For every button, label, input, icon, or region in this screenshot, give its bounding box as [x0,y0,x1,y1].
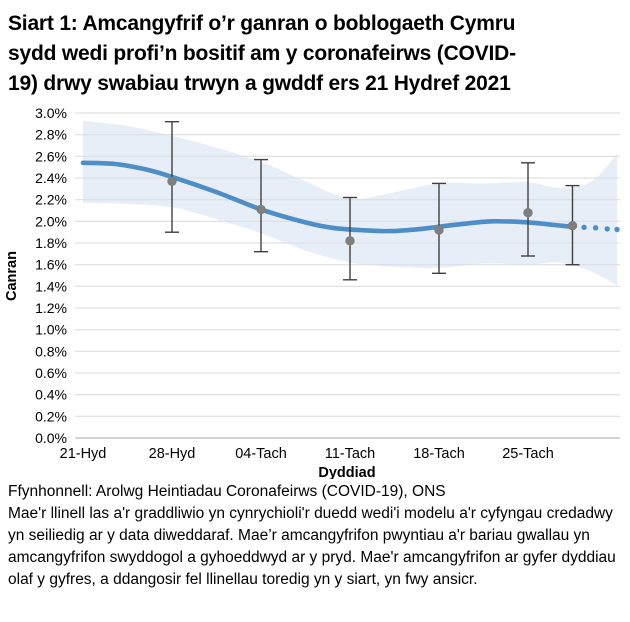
x-tick-label: 18-Tach [413,446,465,462]
y-tick-label: 1.0% [35,322,67,338]
footnote-text: Mae'r llinell las a'r graddliwio yn cynr… [8,505,616,588]
x-axis-title: Dyddiad [318,465,375,479]
data-point-errorbar [343,196,357,281]
y-tick-label: 0.2% [35,408,67,424]
y-tick-label: 3.0% [35,105,67,121]
data-point-errorbar [521,162,535,257]
data-point-errorbar [432,182,446,275]
dotted-segment-dot [592,225,599,231]
data-point-errorbar [165,121,179,233]
chart-title-line2: sydd wedi profi’n bositif am y coronafei… [8,42,516,65]
x-tick-label: 25-Tach [502,446,554,462]
y-tick-label: 0.6% [35,365,67,381]
chart-canvas: 0.0% 0.2% 0.4% 0.6% 0.8% 1.0% 1.2% 1.4% 1.6% 1.8%… [4,105,620,479]
chart-title-line3: 19) drwy swabiau trwyn a gwddf ers 21 Hy… [8,72,511,95]
x-tick-label: 28-Hyd [149,446,196,462]
trend-line [80,160,575,234]
y-tick-label: 1.4% [35,278,67,294]
point-estimate-marker [523,208,533,218]
y-tick-label: 0.8% [35,343,67,359]
y-tick-label: 2.6% [35,148,67,164]
dotted-segment-dot [604,226,610,232]
data-point-errorbar [254,158,268,253]
chart-area: 0.0% 0.2% 0.4% 0.6% 0.8% 1.0% 1.2% 1.4% 1.6% 1.8%… [0,101,630,479]
dotted-segment-dot [614,226,620,233]
trend-line-dotted [581,224,620,233]
y-tick-label: 1.6% [35,257,67,273]
y-tick-label: 0.4% [35,387,67,403]
point-estimate-marker [167,176,177,186]
y-tick-label: 2.2% [35,192,67,208]
y-tick-label: 2.4% [35,170,67,186]
y-axis-title: Canran [4,251,20,301]
chart-title-line1: Siart 1: Amcangyfrif o’r ganran o boblog… [8,12,516,35]
point-estimate-marker [567,221,578,231]
x-tick-label: 21-Hyd [60,446,107,462]
x-axis-labels: 21-Hyd 28-Hyd 04-Tach 11-Tach 18-Tach 25-Tach [60,446,554,462]
point-estimate-marker [256,204,266,215]
chart-title: Siart 1: Amcangyfrif o’r ganran o boblog… [8,9,622,99]
data-point-errorbar [565,184,580,266]
chart-footer: Ffynhonnell: Arolwg Heintiadau Coronafei… [8,481,622,591]
point-estimate-marker [434,225,444,235]
y-tick-label: 1.2% [35,300,67,316]
y-tick-label: 0.0% [35,430,67,446]
y-tick-label: 2.0% [35,213,67,229]
x-tick-label: 11-Tach [325,446,376,462]
y-tick-label: 1.8% [35,235,67,251]
source-line: Ffynhonnell: Arolwg Heintiadau Coronafei… [8,483,446,500]
x-tick-label: 04-Tach [235,446,287,462]
dotted-segment-dot [581,224,587,230]
y-tick-label: 2.8% [35,127,67,143]
point-estimate-marker [345,236,355,246]
